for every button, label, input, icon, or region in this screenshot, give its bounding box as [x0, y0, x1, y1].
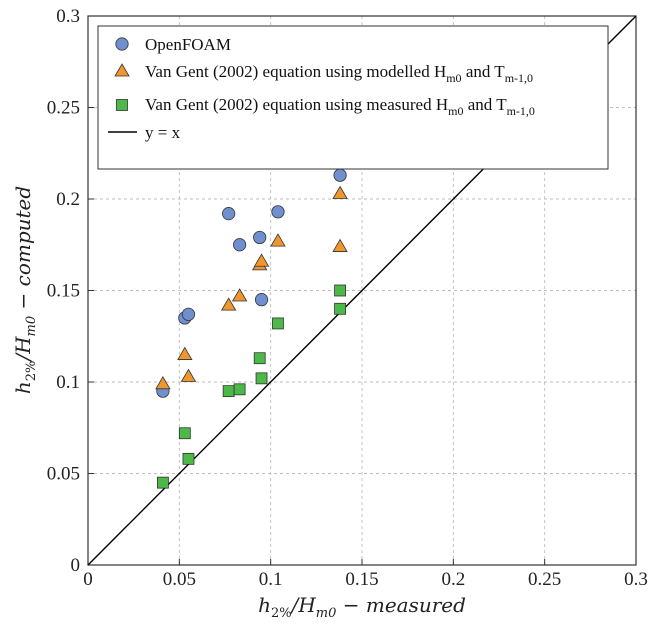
modelled-point [177, 346, 193, 360]
openfoam-point [333, 168, 347, 182]
x-tick-label: 0.3 [624, 569, 648, 590]
modelled-point [231, 288, 248, 302]
legend-modelled-prefix: Van Gent (2002) equation using modelled … [145, 62, 446, 81]
legend-measured-sub1: m0 [448, 104, 463, 118]
modelled-point [180, 368, 197, 382]
y-tick-label: 0.2 [56, 189, 80, 210]
modelled-point [332, 185, 348, 199]
y-tick-label: 0.3 [56, 6, 80, 27]
x-label-sub1: 2% [271, 606, 292, 621]
legend: OpenFOAM Van Gent (2002) equation using … [97, 25, 609, 170]
axis-ticks [87, 15, 637, 566]
x-label-sub2: m0 [316, 606, 337, 621]
x-label-slash: /H [290, 593, 317, 617]
legend-box [97, 25, 609, 170]
x-tick-label: 0.25 [528, 569, 561, 590]
measured-point [156, 476, 169, 489]
measured-point [253, 352, 266, 365]
legend-modelled-mid: and T [462, 62, 506, 81]
y-tick-label: 0 [71, 555, 81, 576]
legend-label-yx: y = x [145, 123, 181, 142]
y-axis-label: h2%/Hm0 − computed [11, 186, 39, 394]
openfoam-point [271, 205, 285, 219]
openfoam-point [253, 230, 267, 245]
legend-modelled-sub2: m-1,0 [505, 71, 533, 85]
x-label-rest: − measured [336, 593, 466, 617]
measured-point [334, 302, 346, 315]
y-label-h: h [11, 381, 35, 394]
legend-circle-marker [115, 37, 129, 51]
openfoam-point [254, 293, 269, 307]
measured-point [222, 385, 235, 398]
y-tick-label: 0.15 [47, 281, 80, 302]
modelled-point [332, 238, 348, 252]
legend-label-openfoam: OpenFOAM [145, 35, 231, 54]
measured-point [233, 383, 246, 396]
tick-labels: 0 0.05 0.1 0.15 0.2 0.25 0.3 0 0.05 0.1 0.15 0.2 0.2… [47, 6, 648, 590]
modelled-point [220, 297, 237, 311]
modelled-point [155, 376, 171, 390]
legend-modelled-sub1: m0 [446, 71, 461, 85]
openfoam-point [233, 238, 247, 252]
legend-label-modelled: Van Gent (2002) equation using modelled … [145, 62, 533, 85]
openfoam-point [181, 307, 196, 321]
openfoam-point [222, 207, 236, 221]
x-axis-label: h2%/Hm0 − measured [258, 593, 466, 621]
measured-point [255, 372, 268, 385]
y-label-sub1: 2% [24, 361, 39, 382]
legend-measured-sub2: m-1,0 [507, 104, 535, 118]
x-label-h: h [258, 593, 271, 617]
x-tick-label: 0.15 [345, 569, 378, 590]
modelled-point [270, 233, 286, 247]
y-tick-label: 0.25 [47, 98, 80, 119]
x-tick-label: 0.1 [259, 569, 283, 590]
y-tick-label: 0.1 [56, 372, 80, 393]
x-tick-label: 0.2 [441, 569, 465, 590]
modelled-point [253, 253, 270, 267]
x-tick-label: 0 [83, 569, 93, 590]
y-tick-label: 0.05 [47, 464, 80, 485]
measured-point [334, 284, 346, 297]
x-tick-label: 0.05 [163, 569, 196, 590]
legend-square-marker [116, 99, 128, 111]
data-points [155, 148, 348, 489]
y-label-slash: /H [11, 336, 35, 363]
legend-label-measured: Van Gent (2002) equation using measured … [145, 95, 535, 118]
y-label-sub2: m0 [24, 316, 39, 337]
measured-point [178, 427, 191, 440]
y-label-rest: − computed [11, 186, 35, 316]
legend-measured-prefix: Van Gent (2002) equation using measured … [145, 95, 448, 114]
legend-measured-mid: and T [463, 95, 507, 114]
legend-triangle-marker [114, 63, 130, 77]
measured-point [272, 317, 284, 330]
measured-point [182, 452, 195, 465]
